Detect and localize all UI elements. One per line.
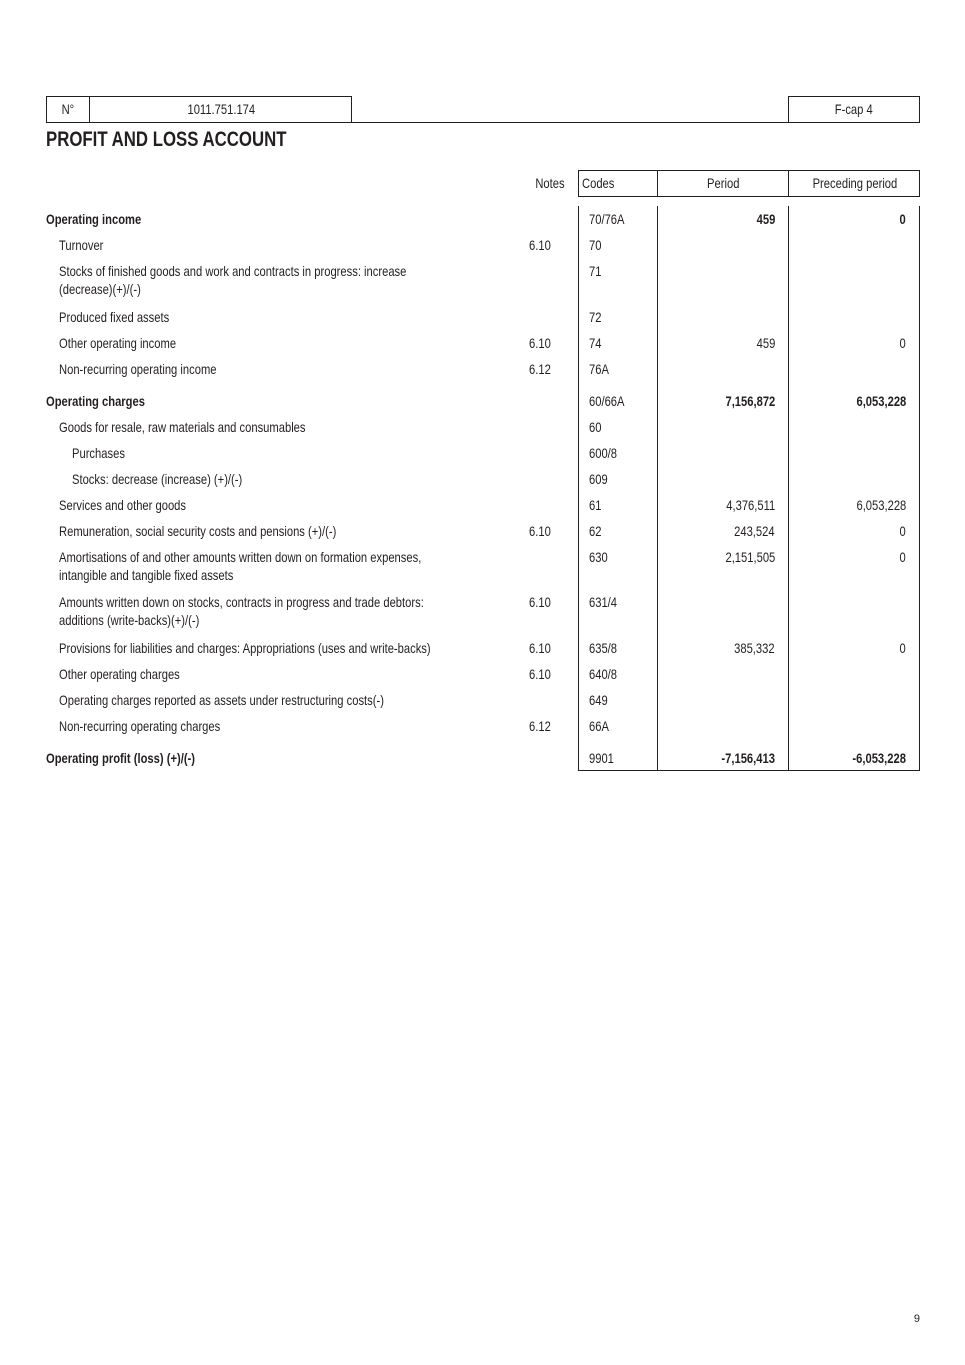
table-row: Operating charges 60/66A 7,156,872 6,053,22… — [0, 392, 965, 412]
row-period-value: 7,156,872 — [725, 393, 775, 409]
row-label-continued: additions (write-backs)(+)/(-) — [59, 612, 200, 628]
row-preceding-value: 0 — [899, 335, 906, 351]
row-code: 72 — [589, 309, 602, 325]
row-code: 640/8 — [589, 666, 618, 682]
col-period: Period — [706, 175, 740, 191]
row-label: Services and other goods — [59, 497, 187, 513]
row-label: Operating charges — [46, 393, 145, 409]
table-row: Amounts written down on stocks, contract… — [0, 593, 965, 628]
row-code: 60 — [589, 419, 602, 435]
row-label-continued: intangible and tangible fixed assets — [59, 567, 234, 583]
table-row: Operating charges reported as assets und… — [0, 691, 965, 711]
row-preceding-value: 6,053,228 — [856, 393, 906, 409]
table-row: Operating income 70/76A 459 0 — [0, 210, 965, 230]
row-code: 70 — [589, 237, 602, 253]
col-preceding-period: Preceding period — [812, 175, 897, 191]
row-code: 635/8 — [589, 640, 618, 656]
row-period-value: 385,332 — [734, 640, 775, 656]
row-label: Provisions for liabilities and charges: … — [59, 640, 431, 656]
row-label: Purchases — [72, 445, 125, 461]
row-label: Produced fixed assets — [59, 309, 170, 325]
column-header-box — [578, 170, 920, 197]
table-row: Other operating income 6.10 74 459 0 — [0, 334, 965, 354]
row-label: Stocks: decrease (increase) (+)/(-) — [72, 471, 243, 487]
table-row: Non-recurring operating charges 6.12 66A — [0, 717, 965, 737]
row-label: Remuneration, social security costs and … — [59, 523, 337, 539]
form-code-box — [788, 96, 920, 123]
table-row: Amortisations of and other amounts writt… — [0, 548, 965, 583]
row-code: 62 — [589, 523, 602, 539]
table-row: Provisions for liabilities and charges: … — [0, 639, 965, 659]
row-label: Amounts written down on stocks, contract… — [59, 594, 424, 610]
table-row: Other operating charges 6.10 640/8 — [0, 665, 965, 685]
row-label: Non-recurring operating charges — [59, 718, 221, 734]
row-code: 74 — [589, 335, 602, 351]
row-label: Non-recurring operating income — [59, 361, 217, 377]
table-row: Services and other goods 61 4,376,511 6,053… — [0, 496, 965, 516]
row-label: Goods for resale, raw materials and cons… — [59, 419, 306, 435]
table-row: Operating profit (loss) (+)/(-) 9901 -7,15… — [0, 749, 965, 769]
company-number-box — [46, 96, 352, 123]
row-note: 6.12 — [529, 361, 551, 377]
col-codes: Codes — [582, 175, 615, 191]
row-note: 6.10 — [529, 237, 551, 253]
row-code: 649 — [589, 692, 608, 708]
row-preceding-value: 0 — [899, 549, 906, 565]
table-row: Stocks of finished goods and work and co… — [0, 262, 965, 297]
row-label-continued: (decrease)(+)/(-) — [59, 281, 141, 297]
row-preceding-value: 0 — [899, 211, 906, 227]
form-code: F-cap 4 — [835, 101, 873, 117]
row-preceding-value: 0 — [899, 640, 906, 656]
row-period-value: 2,151,505 — [725, 549, 775, 565]
row-code: 71 — [589, 263, 602, 279]
row-preceding-value: 6,053,228 — [856, 497, 906, 513]
row-note: 6.10 — [529, 666, 551, 682]
table-row: Purchases 600/8 — [0, 444, 965, 464]
company-number: 1011.751.174 — [187, 101, 255, 117]
row-period-value: 4,376,511 — [726, 497, 775, 513]
row-preceding-value: -6,053,228 — [852, 750, 906, 766]
row-code: 609 — [589, 471, 608, 487]
row-period-value: -7,156,413 — [721, 750, 775, 766]
row-label: Operating charges reported as assets und… — [59, 692, 384, 708]
table-row: Non-recurring operating income 6.12 76A — [0, 360, 965, 380]
row-period-value: 459 — [756, 211, 775, 227]
number-label: N° — [61, 101, 74, 117]
page-title: PROFIT AND LOSS ACCOUNT — [46, 128, 287, 151]
table-row: Stocks: decrease (increase) (+)/(-) 609 — [0, 470, 965, 490]
row-code: 630 — [589, 549, 608, 565]
row-code: 76A — [589, 361, 609, 377]
page-number: 9 — [913, 1313, 920, 1325]
row-code: 61 — [589, 497, 602, 513]
row-code: 60/66A — [589, 393, 625, 409]
row-note: 6.10 — [529, 594, 551, 610]
table-row: Produced fixed assets 72 — [0, 308, 965, 328]
table-row: Goods for resale, raw materials and cons… — [0, 418, 965, 438]
row-label: Amortisations of and other amounts writt… — [59, 549, 422, 565]
row-label: Operating profit (loss) (+)/(-) — [46, 750, 196, 766]
row-label: Other operating income — [59, 335, 177, 351]
row-code: 66A — [589, 718, 609, 734]
row-label: Turnover — [59, 237, 104, 253]
row-label: Other operating charges — [59, 666, 180, 682]
col-notes: Notes — [535, 175, 565, 191]
row-code: 70/76A — [589, 211, 625, 227]
table-row: Remuneration, social security costs and … — [0, 522, 965, 542]
row-code: 600/8 — [589, 445, 618, 461]
row-code: 9901 — [589, 750, 614, 766]
row-label: Operating income — [46, 211, 142, 227]
row-note: 6.12 — [529, 718, 551, 734]
row-note: 6.10 — [529, 640, 551, 656]
row-label: Stocks of finished goods and work and co… — [59, 263, 407, 279]
table-row: Turnover 6.10 70 — [0, 236, 965, 256]
row-code: 631/4 — [589, 594, 618, 610]
row-note: 6.10 — [529, 523, 551, 539]
row-preceding-value: 0 — [899, 523, 906, 539]
row-note: 6.10 — [529, 335, 551, 351]
row-period-value: 243,524 — [734, 523, 775, 539]
row-period-value: 459 — [756, 335, 775, 351]
